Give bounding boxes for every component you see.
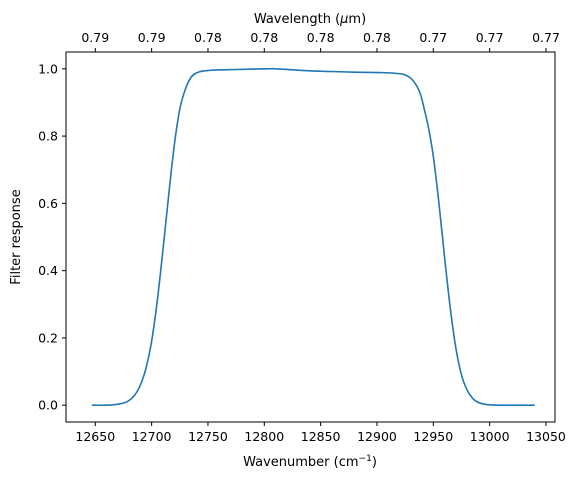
top-tick-label: 0.78 [250, 30, 278, 45]
top-tick-label: 0.77 [532, 30, 560, 45]
top-tick-label: 0.77 [419, 30, 447, 45]
top-tick-label: 0.78 [307, 30, 335, 45]
x-tick-label: 12950 [413, 429, 453, 444]
y-tick-label: 0.2 [38, 330, 58, 345]
x-tick-label: 12900 [357, 429, 397, 444]
y-tick-label: 0.6 [38, 196, 58, 211]
top-tick-label: 0.79 [81, 30, 109, 45]
y-tick-label: 0.4 [38, 263, 58, 278]
x-tick-label: 12650 [75, 429, 115, 444]
series-line [91, 67, 535, 407]
y-axis-title: Filter response [9, 189, 24, 284]
x-tick-label: 13050 [526, 429, 566, 444]
x-tick-label: 12800 [244, 429, 284, 444]
top-tick-label: 0.79 [138, 30, 166, 45]
top-axis-title: Wavelength (μm) [254, 12, 366, 27]
plot-area [65, 51, 556, 423]
x-tick-label: 12750 [188, 429, 228, 444]
top-axis-ticks: 0.79 0.79 0.78 0.78 0.78 0.78 0.77 0.77 0.77 [81, 30, 560, 52]
top-tick-label: 0.77 [476, 30, 504, 45]
x-tick-label: 13000 [470, 429, 510, 444]
y-tick-label: 0.8 [38, 129, 58, 144]
x-tick-label: 12700 [132, 429, 172, 444]
y-axis-ticks: 0.0 0.2 0.4 0.6 0.8 1.0 [38, 61, 66, 413]
x-tick-label: 12850 [301, 429, 341, 444]
y-tick-label: 1.0 [38, 61, 58, 76]
y-tick-label: 0.0 [38, 398, 58, 413]
x-axis-title: Wavenumber (cm−1) [243, 454, 377, 470]
x-axis-ticks: 12650 12700 12750 12800 12850 12900 12950 13000… [75, 422, 566, 444]
top-tick-label: 0.78 [194, 30, 222, 45]
top-tick-label: 0.78 [363, 30, 391, 45]
